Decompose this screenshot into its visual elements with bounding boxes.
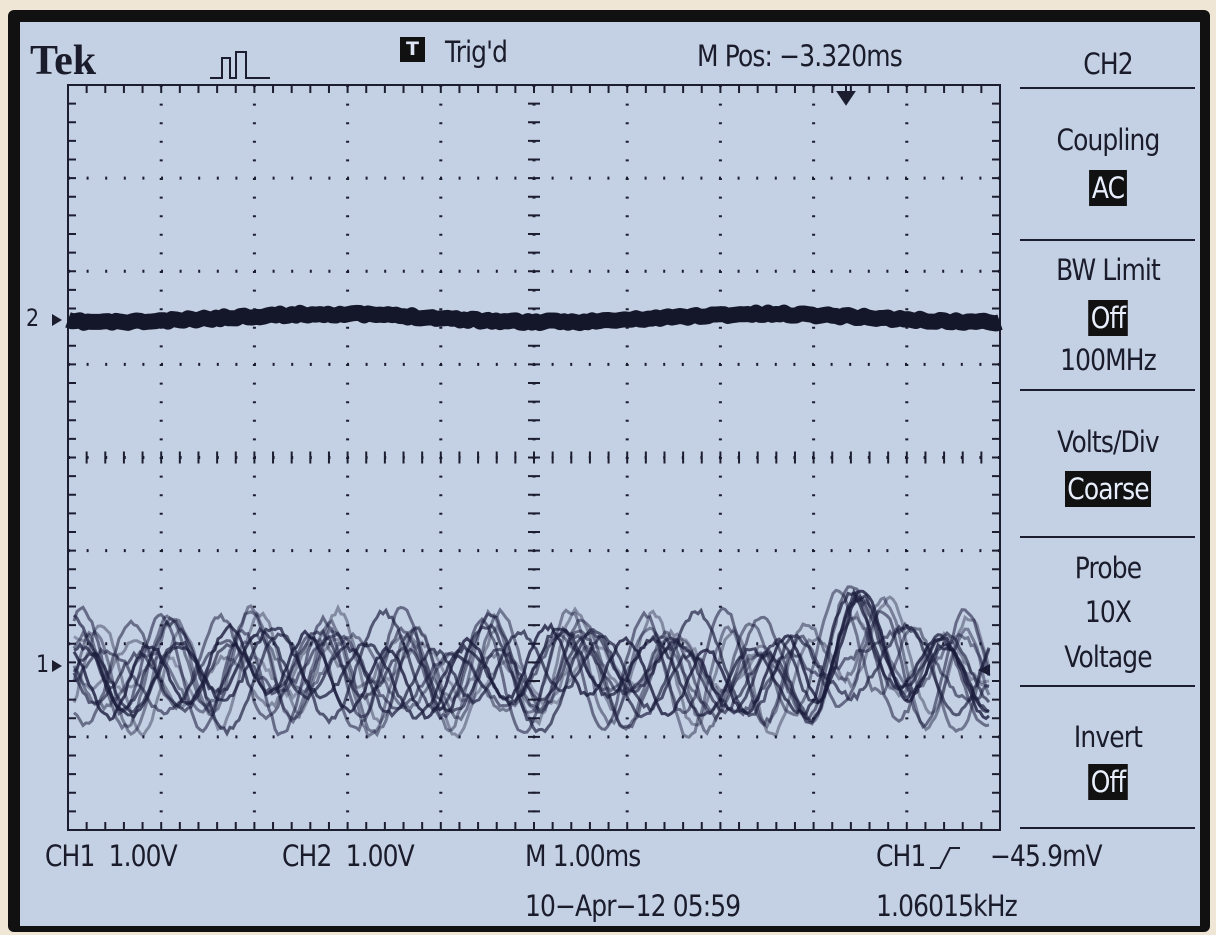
ch1-trace <box>73 591 990 720</box>
menu-value-text[interactable]: Off <box>1088 764 1128 800</box>
ch2-marker: 2 <box>26 304 39 332</box>
ch1-trace <box>72 589 990 722</box>
menu-line: 10X <box>1084 595 1132 629</box>
ch1-trace <box>73 609 990 727</box>
ch2-trace <box>64 304 1004 332</box>
trigger-status: Trig'd <box>445 35 508 69</box>
brand: Tek <box>30 38 97 84</box>
menu-title: CH2 <box>1083 47 1133 81</box>
date-time: 10−Apr−12 05:59 <box>525 889 741 923</box>
menu-label: Coupling <box>1056 123 1161 157</box>
horizontal-position: M Pos: −3.320ms <box>697 39 903 73</box>
menu-label: Probe <box>1074 551 1142 585</box>
menu-value: Off <box>1022 300 1194 336</box>
ch1-trace <box>72 607 991 737</box>
trigger-source: CH1 <box>876 839 926 873</box>
menu-value: Coarse <box>1022 471 1194 507</box>
ch1-arrow <box>52 660 62 672</box>
trigger-position <box>836 84 856 106</box>
timebase: M 1.00ms <box>525 839 641 873</box>
menu-value: AC <box>1022 170 1194 206</box>
menu-value-text[interactable]: AC <box>1089 170 1127 206</box>
ch2-scale: CH2 1.00V <box>282 839 415 873</box>
ch1-trace <box>72 595 991 739</box>
menu-value-text[interactable]: Off <box>1088 300 1128 336</box>
menu-value-text[interactable]: Coarse <box>1064 471 1152 507</box>
screen <box>20 22 1200 926</box>
ch1-marker: 1 <box>36 650 49 678</box>
trigger-icon: T <box>400 37 425 62</box>
menu-label: Volts/Div <box>1057 425 1160 459</box>
ch1-scale: CH1 1.00V <box>45 839 178 873</box>
ch1-trace <box>73 616 990 725</box>
trigger-level: −45.9mV <box>990 839 1103 873</box>
menu-line: Voltage <box>1064 640 1152 674</box>
frequency: 1.06015kHz <box>876 889 1018 923</box>
ch1-trace <box>73 624 990 717</box>
acquire-icon <box>210 51 270 79</box>
menu-label: BW Limit <box>1056 253 1161 287</box>
menu-label: Invert <box>1073 720 1143 754</box>
ch1-trace <box>72 588 991 738</box>
menu-value: Off <box>1022 764 1194 800</box>
menu-extra: 100MHz <box>1060 343 1157 377</box>
slope-icon <box>930 847 960 869</box>
ch2-arrow <box>52 314 62 326</box>
